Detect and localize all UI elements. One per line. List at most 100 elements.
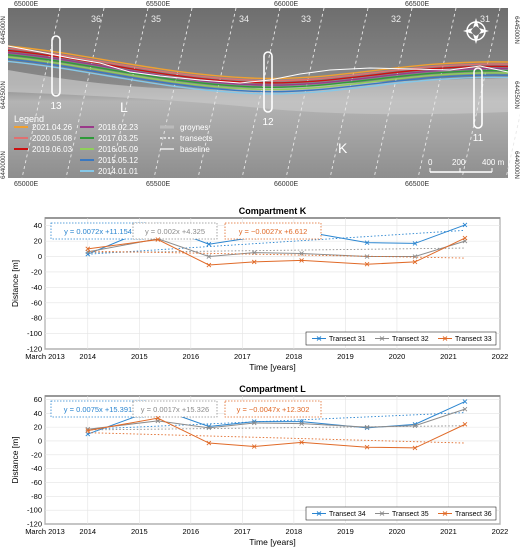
groyne-label: 11 — [473, 133, 484, 144]
legend-label: Transect 35 — [392, 511, 429, 518]
legend-entry: 2016.05.09 — [98, 145, 139, 154]
legend-entry: transects — [180, 134, 212, 143]
shorelines — [7, 45, 509, 95]
x-tick-label: 2022 — [492, 352, 509, 361]
map-x-ticks: 65000E 65000E 65500E 65500E 66000E 66000E 6650… — [14, 1, 429, 188]
chart-legend — [305, 331, 497, 346]
x-tick-label: 2017 — [234, 527, 251, 536]
legend-label: Transect 31 — [329, 336, 366, 343]
data-point — [85, 428, 91, 433]
groyne-label: 13 — [50, 101, 62, 112]
y-tick-label: 0 — [38, 436, 42, 445]
y-tick-label: -100 — [27, 506, 42, 515]
data-point — [364, 424, 370, 430]
y-tick-label: -40 — [31, 464, 42, 473]
x-tick-label: 2016 — [182, 527, 199, 536]
transect-line — [65, 7, 105, 179]
transect-line — [505, 113, 520, 179]
transect-number: 34 — [239, 14, 249, 24]
transect-lines — [21, 7, 520, 179]
data-point — [206, 254, 212, 259]
y-tick-label: 40 — [34, 409, 42, 418]
x-tick-label: 2014 — [79, 527, 96, 536]
legend-marker — [442, 511, 448, 516]
map-x-tick-bottom: 66500E — [405, 181, 429, 188]
map-y-tick-right: 6442500N — [513, 81, 519, 109]
compartment-l-label: L — [120, 99, 128, 115]
x-tick-label: 2020 — [389, 352, 406, 361]
groyne-marker — [473, 67, 483, 129]
data-point — [364, 444, 370, 450]
transect-line — [461, 7, 501, 179]
chart-compartment-k: Compartment K March 2013 2014 2015 2016 2017 2… — [10, 206, 509, 372]
data-point — [412, 259, 418, 265]
transect-line — [241, 7, 281, 179]
data-point — [299, 440, 304, 445]
y-tick-label: -100 — [27, 329, 42, 338]
groyne-label: 12 — [262, 117, 274, 128]
y-tick-label: -80 — [31, 314, 42, 323]
x-tick-label: 2019 — [337, 352, 354, 361]
shoreline-2018.02.23 — [7, 51, 509, 86]
map-y-tick-left: 6442500N — [1, 81, 7, 109]
data-point — [462, 399, 468, 404]
data-point — [462, 222, 468, 228]
chart-compartment-l: Compartment L March 2013 2014 2015 2016 2017 2… — [10, 384, 508, 547]
transect-number: 32 — [391, 14, 401, 24]
groyne-marker — [263, 51, 273, 113]
baseline-line — [7, 45, 509, 84]
y-tick-label: 40 — [34, 221, 42, 230]
transect-number: 36 — [91, 14, 101, 24]
legend-entry: 2017.03.25 — [98, 134, 139, 143]
y-tick-label: 20 — [34, 237, 42, 246]
data-point — [155, 237, 161, 242]
transect-line — [329, 7, 369, 179]
map-y-tick-right: 6445000N — [513, 16, 519, 44]
map-x-tick-bottom: 66000E — [274, 181, 298, 188]
data-point — [412, 445, 418, 451]
x-tick-label: 2014 — [79, 352, 96, 361]
chart-legend — [305, 506, 497, 521]
data-point — [299, 251, 304, 256]
data-point — [364, 261, 370, 267]
shoreline-2020.05.08 — [7, 47, 509, 82]
chart-title: Compartment L — [239, 384, 306, 394]
y-tick-label: -60 — [31, 478, 42, 487]
series-line-Transect 32 — [87, 238, 466, 258]
transect-number: 35 — [151, 14, 161, 24]
legend-entry: baseline — [180, 145, 210, 154]
shoreline-2017.03.25 — [7, 54, 509, 88]
legend-label: Transect 36 — [455, 511, 492, 518]
trend-equation: y = −0.0027x +6.612 — [239, 227, 308, 236]
legend-entry: 2019.06.03 — [32, 145, 73, 154]
legend-marker — [316, 336, 322, 341]
legend-marker — [379, 511, 385, 516]
data-point — [206, 425, 212, 431]
data-point — [412, 423, 418, 429]
x-tick-label: 2015 — [131, 527, 148, 536]
scale-label-0: 0 — [428, 158, 433, 167]
data-point — [462, 406, 468, 412]
x-axis-label: Time [years] — [249, 362, 295, 372]
data-point — [206, 241, 212, 247]
transect-line — [373, 7, 413, 179]
map-x-tick-bottom: 65500E — [146, 181, 170, 188]
data-point — [206, 440, 212, 446]
x-tick-label: March 2013 — [25, 527, 65, 536]
legend-entry: 2014.01.01 — [98, 167, 139, 176]
map-x-tick-bottom: 65000E — [14, 181, 38, 188]
scale-label-200: 200 — [452, 158, 466, 167]
trend-equation-box — [132, 400, 218, 418]
compartment-k-label: K — [338, 140, 348, 156]
x-tick-label: 2019 — [337, 527, 354, 536]
chart-title: Compartment K — [239, 206, 307, 216]
map-x-tick-top: 65500E — [146, 1, 170, 8]
map-x-tick-top: 66000E — [274, 1, 298, 8]
data-point — [364, 240, 370, 245]
legend-entry: groynes — [180, 123, 208, 132]
map-y-ticks: 6445000N 6445000N 6442500N 6442500N 6440000N… — [1, 16, 519, 179]
trend-equation-box — [224, 222, 322, 240]
data-point — [462, 422, 468, 427]
y-tick-label: -40 — [31, 283, 42, 292]
trend-equation: y = 0.002x +4.325 — [145, 227, 205, 236]
